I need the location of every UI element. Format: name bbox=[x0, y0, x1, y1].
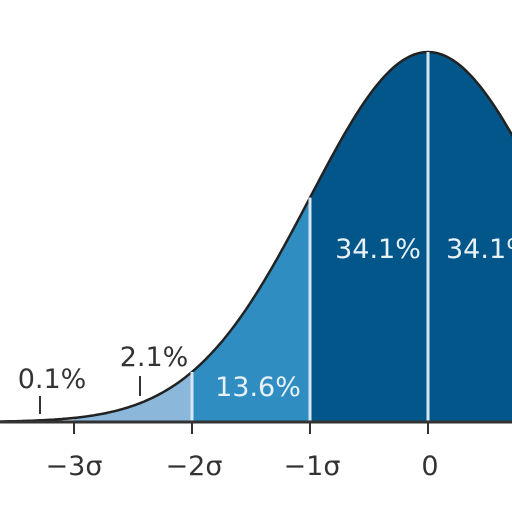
axis-label: −3σ bbox=[46, 451, 103, 482]
axis-label: 0 bbox=[421, 451, 438, 482]
area-region bbox=[310, 52, 512, 422]
region-label: 2.1% bbox=[120, 342, 189, 373]
area-region bbox=[74, 371, 192, 422]
axis-label: −1σ bbox=[284, 451, 341, 482]
region-label: 34.1% bbox=[446, 234, 512, 265]
region-label: 34.1% bbox=[335, 234, 421, 265]
region-label: 13.6% bbox=[215, 372, 301, 403]
region-label: 0.1% bbox=[18, 364, 87, 395]
axis-label: −2σ bbox=[166, 451, 223, 482]
areas bbox=[0, 50, 512, 423]
curve bbox=[0, 50, 512, 423]
